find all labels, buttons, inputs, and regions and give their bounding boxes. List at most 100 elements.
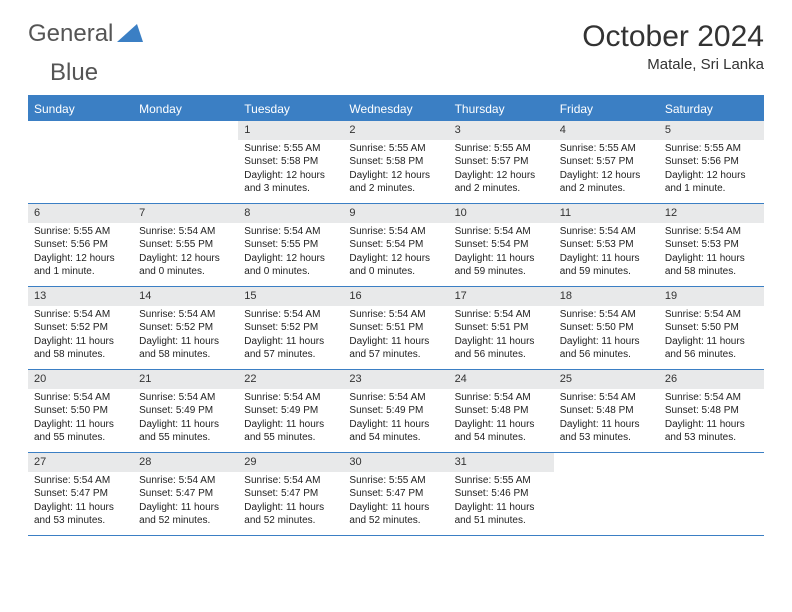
- day-cell: 15Sunrise: 5:54 AMSunset: 5:52 PMDayligh…: [238, 287, 343, 369]
- day-cell: [28, 121, 133, 203]
- day-cell: 11Sunrise: 5:54 AMSunset: 5:53 PMDayligh…: [554, 204, 659, 286]
- week-row: 13Sunrise: 5:54 AMSunset: 5:52 PMDayligh…: [28, 287, 764, 370]
- day-number: 7: [133, 204, 238, 223]
- sunset-text: Sunset: 5:52 PM: [244, 321, 337, 335]
- day-body: Sunrise: 5:54 AMSunset: 5:49 PMDaylight:…: [238, 389, 343, 449]
- day-header: Friday: [554, 97, 659, 121]
- sunrise-text: Sunrise: 5:54 AM: [455, 225, 548, 239]
- day-number: 3: [449, 121, 554, 140]
- sunset-text: Sunset: 5:55 PM: [139, 238, 232, 252]
- sunset-text: Sunset: 5:58 PM: [349, 155, 442, 169]
- day-body: Sunrise: 5:54 AMSunset: 5:49 PMDaylight:…: [133, 389, 238, 449]
- sunrise-text: Sunrise: 5:54 AM: [455, 391, 548, 405]
- daylight-text: Daylight: 11 hours and 55 minutes.: [139, 418, 232, 445]
- sunrise-text: Sunrise: 5:55 AM: [560, 142, 653, 156]
- day-cell: 29Sunrise: 5:54 AMSunset: 5:47 PMDayligh…: [238, 453, 343, 535]
- daylight-text: Daylight: 12 hours and 2 minutes.: [349, 169, 442, 196]
- day-number: 5: [659, 121, 764, 140]
- sunrise-text: Sunrise: 5:54 AM: [139, 391, 232, 405]
- sunrise-text: Sunrise: 5:54 AM: [244, 391, 337, 405]
- sunset-text: Sunset: 5:56 PM: [665, 155, 758, 169]
- sunrise-text: Sunrise: 5:55 AM: [455, 474, 548, 488]
- day-body: Sunrise: 5:54 AMSunset: 5:52 PMDaylight:…: [28, 306, 133, 366]
- day-body: Sunrise: 5:54 AMSunset: 5:53 PMDaylight:…: [659, 223, 764, 283]
- day-number: 15: [238, 287, 343, 306]
- week-row: 1Sunrise: 5:55 AMSunset: 5:58 PMDaylight…: [28, 121, 764, 204]
- day-cell: 5Sunrise: 5:55 AMSunset: 5:56 PMDaylight…: [659, 121, 764, 203]
- day-body: Sunrise: 5:55 AMSunset: 5:57 PMDaylight:…: [554, 140, 659, 200]
- day-header: Wednesday: [343, 97, 448, 121]
- day-number: 8: [238, 204, 343, 223]
- day-number: 20: [28, 370, 133, 389]
- sunrise-text: Sunrise: 5:55 AM: [34, 225, 127, 239]
- day-number: 25: [554, 370, 659, 389]
- day-cell: 26Sunrise: 5:54 AMSunset: 5:48 PMDayligh…: [659, 370, 764, 452]
- day-cell: 14Sunrise: 5:54 AMSunset: 5:52 PMDayligh…: [133, 287, 238, 369]
- daylight-text: Daylight: 11 hours and 59 minutes.: [560, 252, 653, 279]
- sunset-text: Sunset: 5:48 PM: [665, 404, 758, 418]
- sunrise-text: Sunrise: 5:54 AM: [349, 225, 442, 239]
- day-cell: 25Sunrise: 5:54 AMSunset: 5:48 PMDayligh…: [554, 370, 659, 452]
- day-cell: 13Sunrise: 5:54 AMSunset: 5:52 PMDayligh…: [28, 287, 133, 369]
- day-cell: 31Sunrise: 5:55 AMSunset: 5:46 PMDayligh…: [449, 453, 554, 535]
- daylight-text: Daylight: 11 hours and 58 minutes.: [139, 335, 232, 362]
- sunset-text: Sunset: 5:56 PM: [34, 238, 127, 252]
- day-number: 14: [133, 287, 238, 306]
- daylight-text: Daylight: 12 hours and 0 minutes.: [244, 252, 337, 279]
- sunset-text: Sunset: 5:54 PM: [349, 238, 442, 252]
- day-body: Sunrise: 5:54 AMSunset: 5:48 PMDaylight:…: [449, 389, 554, 449]
- day-number: 18: [554, 287, 659, 306]
- page-title: October 2024: [582, 20, 764, 54]
- day-cell: 4Sunrise: 5:55 AMSunset: 5:57 PMDaylight…: [554, 121, 659, 203]
- day-number: 28: [133, 453, 238, 472]
- day-number: 24: [449, 370, 554, 389]
- day-body: Sunrise: 5:54 AMSunset: 5:51 PMDaylight:…: [343, 306, 448, 366]
- sunset-text: Sunset: 5:50 PM: [665, 321, 758, 335]
- daylight-text: Daylight: 11 hours and 51 minutes.: [455, 501, 548, 528]
- sunset-text: Sunset: 5:48 PM: [560, 404, 653, 418]
- day-cell: [133, 121, 238, 203]
- sunrise-text: Sunrise: 5:54 AM: [349, 308, 442, 322]
- day-cell: 8Sunrise: 5:54 AMSunset: 5:55 PMDaylight…: [238, 204, 343, 286]
- day-body: Sunrise: 5:54 AMSunset: 5:52 PMDaylight:…: [238, 306, 343, 366]
- day-number: 1: [238, 121, 343, 140]
- sunset-text: Sunset: 5:47 PM: [139, 487, 232, 501]
- day-body: Sunrise: 5:55 AMSunset: 5:56 PMDaylight:…: [659, 140, 764, 200]
- daylight-text: Daylight: 11 hours and 57 minutes.: [244, 335, 337, 362]
- sunrise-text: Sunrise: 5:54 AM: [34, 474, 127, 488]
- daylight-text: Daylight: 12 hours and 2 minutes.: [560, 169, 653, 196]
- day-cell: [554, 453, 659, 535]
- day-header: Thursday: [449, 97, 554, 121]
- daylight-text: Daylight: 12 hours and 0 minutes.: [349, 252, 442, 279]
- daylight-text: Daylight: 12 hours and 0 minutes.: [139, 252, 232, 279]
- sunset-text: Sunset: 5:47 PM: [349, 487, 442, 501]
- brand-logo: General: [28, 20, 147, 48]
- sunrise-text: Sunrise: 5:54 AM: [34, 391, 127, 405]
- day-number: 6: [28, 204, 133, 223]
- day-number: 21: [133, 370, 238, 389]
- daylight-text: Daylight: 12 hours and 2 minutes.: [455, 169, 548, 196]
- day-body: Sunrise: 5:54 AMSunset: 5:50 PMDaylight:…: [659, 306, 764, 366]
- daylight-text: Daylight: 11 hours and 56 minutes.: [560, 335, 653, 362]
- day-body: Sunrise: 5:54 AMSunset: 5:52 PMDaylight:…: [133, 306, 238, 366]
- day-cell: 17Sunrise: 5:54 AMSunset: 5:51 PMDayligh…: [449, 287, 554, 369]
- day-number: 30: [343, 453, 448, 472]
- day-body: Sunrise: 5:54 AMSunset: 5:49 PMDaylight:…: [343, 389, 448, 449]
- day-body: Sunrise: 5:55 AMSunset: 5:58 PMDaylight:…: [343, 140, 448, 200]
- sunset-text: Sunset: 5:50 PM: [34, 404, 127, 418]
- day-body: Sunrise: 5:54 AMSunset: 5:51 PMDaylight:…: [449, 306, 554, 366]
- day-body: Sunrise: 5:55 AMSunset: 5:56 PMDaylight:…: [28, 223, 133, 283]
- day-body: Sunrise: 5:54 AMSunset: 5:47 PMDaylight:…: [28, 472, 133, 532]
- sunset-text: Sunset: 5:50 PM: [560, 321, 653, 335]
- day-number: 31: [449, 453, 554, 472]
- day-cell: 24Sunrise: 5:54 AMSunset: 5:48 PMDayligh…: [449, 370, 554, 452]
- day-header: Sunday: [28, 97, 133, 121]
- day-body: Sunrise: 5:54 AMSunset: 5:55 PMDaylight:…: [133, 223, 238, 283]
- day-cell: 9Sunrise: 5:54 AMSunset: 5:54 PMDaylight…: [343, 204, 448, 286]
- sunset-text: Sunset: 5:52 PM: [34, 321, 127, 335]
- day-body: Sunrise: 5:54 AMSunset: 5:55 PMDaylight:…: [238, 223, 343, 283]
- sunrise-text: Sunrise: 5:54 AM: [139, 474, 232, 488]
- sunrise-text: Sunrise: 5:54 AM: [34, 308, 127, 322]
- sunrise-text: Sunrise: 5:54 AM: [244, 474, 337, 488]
- day-cell: 10Sunrise: 5:54 AMSunset: 5:54 PMDayligh…: [449, 204, 554, 286]
